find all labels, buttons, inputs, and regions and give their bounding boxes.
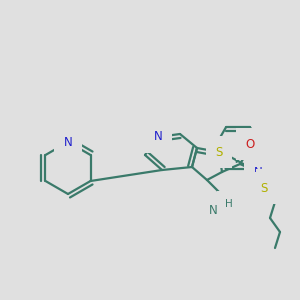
Text: O: O: [245, 137, 255, 151]
Text: N: N: [64, 136, 72, 148]
Text: N: N: [254, 166, 262, 178]
Text: S: S: [260, 182, 268, 194]
Text: NH: NH: [209, 203, 227, 217]
Text: S: S: [215, 146, 223, 158]
Text: H: H: [264, 177, 272, 187]
Text: N: N: [154, 130, 162, 143]
Text: H: H: [225, 199, 233, 209]
